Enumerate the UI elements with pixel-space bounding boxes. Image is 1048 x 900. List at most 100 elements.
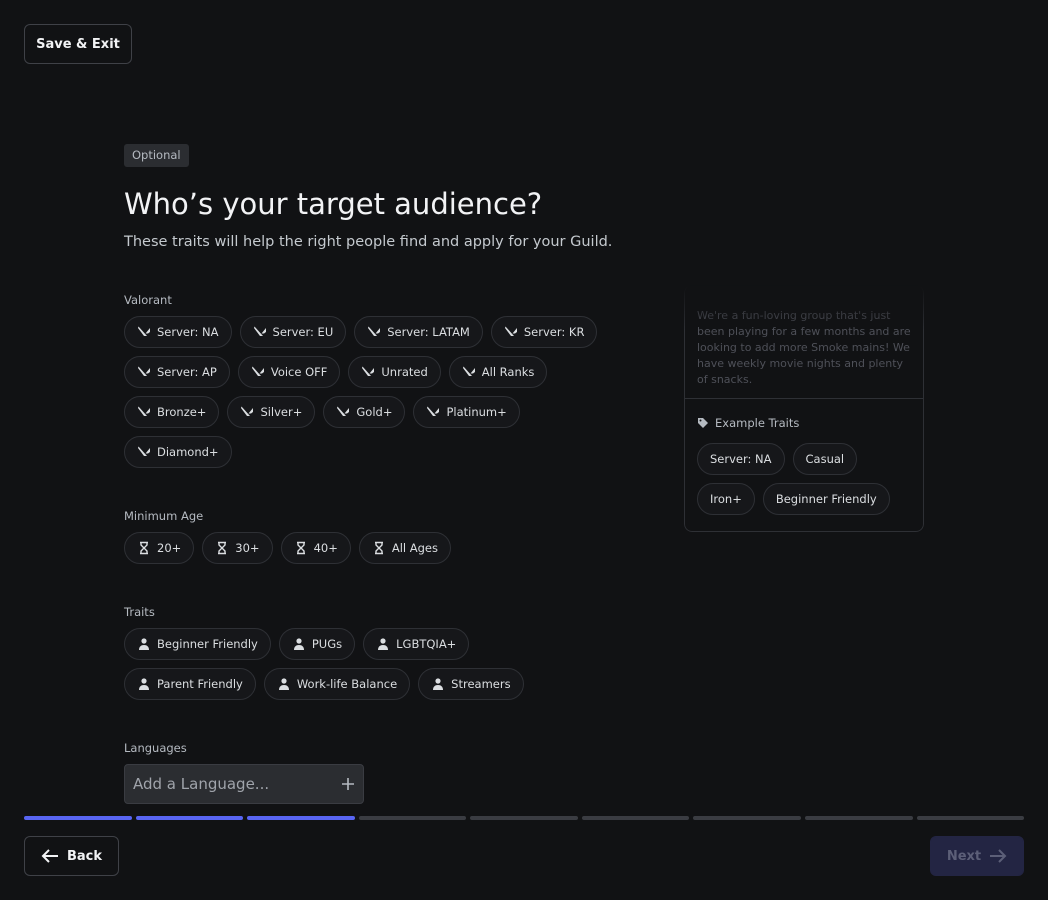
- progress-segment: [804, 816, 913, 820]
- trait-chip[interactable]: Gold+: [323, 396, 406, 428]
- section-label: Traits: [124, 605, 155, 619]
- trait-chip[interactable]: Silver+: [227, 396, 316, 428]
- trait-chip[interactable]: LGBTQIA+: [363, 628, 470, 660]
- progress-segment: [135, 816, 244, 820]
- chip-label: All Ages: [391, 541, 438, 555]
- trait-chip[interactable]: Iron+: [697, 483, 755, 515]
- chip-label: LGBTQIA+: [396, 637, 457, 651]
- trait-chip[interactable]: Server: EU: [239, 316, 347, 348]
- chip-label: PUGs: [311, 637, 343, 651]
- preview-description: We're a fun-loving group that's just bee…: [685, 286, 923, 399]
- chip-list: 20+ 30+ 40+ All Ages: [124, 532, 604, 564]
- back-button[interactable]: Back: [24, 836, 119, 876]
- chip-label: 20+: [157, 541, 182, 555]
- section-label: Minimum Age: [124, 509, 204, 523]
- chip-label: 40+: [313, 541, 338, 555]
- trait-chip[interactable]: PUGs: [278, 628, 356, 660]
- chip-label: Server: LATAM: [387, 325, 470, 339]
- chip-icon: [433, 678, 444, 690]
- language-input[interactable]: Add a Language...: [124, 764, 364, 804]
- plus-icon: [342, 778, 354, 790]
- chip-label: Beginner Friendly: [775, 492, 877, 506]
- trait-chip[interactable]: Streamers: [418, 668, 524, 700]
- chip-label: Streamers: [451, 677, 511, 691]
- save-exit-button[interactable]: Save & Exit: [24, 24, 132, 64]
- back-arrow: [41, 849, 58, 863]
- chip-label: Unrated: [381, 365, 428, 379]
- preview-card: We're a fun-loving group that's just bee…: [684, 285, 924, 532]
- chip-label: Gold+: [356, 405, 393, 419]
- chip-label: Server: AP: [157, 365, 217, 379]
- trait-chip[interactable]: Casual: [792, 443, 858, 475]
- progress-segment: [24, 816, 132, 820]
- chip-icon: [374, 541, 383, 555]
- chip-icon: [139, 678, 149, 690]
- trait-chip[interactable]: Beginner Friendly: [124, 628, 271, 660]
- next-button[interactable]: Next: [930, 836, 1024, 876]
- trait-chip[interactable]: Parent Friendly: [124, 668, 256, 700]
- chip-label: Iron+: [710, 492, 742, 506]
- trait-chip[interactable]: Server: AP: [124, 356, 230, 388]
- chip-icon: [138, 406, 150, 416]
- progress-segment: [470, 816, 578, 820]
- trait-chip[interactable]: Platinum+: [413, 396, 520, 428]
- trait-chip[interactable]: Unrated: [348, 356, 441, 388]
- chip-label: Parent Friendly: [157, 677, 243, 691]
- trait-chip[interactable]: Bronze+: [124, 396, 220, 428]
- example-traits-label: Example Traits: [715, 416, 800, 430]
- tag-icon: [698, 418, 708, 428]
- optional-badge: Optional: [124, 144, 189, 167]
- chip-icon: [504, 326, 517, 336]
- trait-chip[interactable]: Voice OFF: [237, 356, 341, 388]
- trait-section: Traits Beginner Friendly PUGs LGBTQIA+ Paren…: [124, 604, 604, 700]
- trait-chip[interactable]: Server: NA: [697, 443, 785, 475]
- chip-icon: [427, 406, 440, 416]
- trait-chip[interactable]: All Ranks: [448, 356, 548, 388]
- chip-label: Diamond+: [157, 445, 219, 459]
- chip-list: Server: NA Server: EU Server: LATAM Server:…: [124, 316, 604, 468]
- chip-label: Platinum+: [446, 405, 507, 419]
- chip-icon: [138, 326, 150, 336]
- chip-label: All Ranks: [481, 365, 535, 379]
- chip-label: Server: KR: [523, 325, 585, 339]
- trait-chip[interactable]: 20+: [124, 532, 195, 564]
- chip-icon: [462, 366, 475, 376]
- chip-label: Casual: [805, 452, 845, 466]
- languages-section: Languages Add a Language...: [124, 740, 604, 804]
- example-traits: Server: NA Casual Iron+ Beginner Friendly: [697, 443, 911, 515]
- progress-bar: [24, 816, 1025, 820]
- progress-segment: [693, 816, 801, 820]
- chip-label: Work-life Balance: [296, 677, 398, 691]
- chip-icon: [138, 366, 150, 376]
- chip-icon: [362, 366, 375, 376]
- trait-chip[interactable]: Work-life Balance: [263, 668, 411, 700]
- page-title: Who’s your target audience?: [124, 187, 543, 221]
- progress-segment: [581, 816, 690, 820]
- next-label: Next: [946, 848, 982, 864]
- chip-icon: [140, 541, 148, 555]
- chip-icon: [293, 638, 304, 650]
- chip-list: Beginner Friendly PUGs LGBTQIA+ Parent Frie…: [124, 628, 604, 700]
- chip-icon: [218, 541, 227, 555]
- trait-chip[interactable]: Server: NA: [124, 316, 232, 348]
- language-placeholder: Add a Language...: [133, 775, 270, 793]
- preview-body: Example Traits Server: NA Casual Iron+ Begi…: [685, 399, 923, 531]
- back-label: Back: [66, 848, 103, 864]
- chip-label: 30+: [235, 541, 260, 555]
- trait-chip[interactable]: Beginner Friendly: [762, 483, 890, 515]
- chip-icon: [241, 406, 254, 416]
- chip-label: Voice OFF: [270, 365, 328, 379]
- section-label: Valorant: [124, 293, 172, 307]
- trait-chip[interactable]: 30+: [202, 532, 273, 564]
- chip-label: Server: NA: [157, 325, 219, 339]
- trait-sections: Valorant Server: NA Server: EU Server: LATA…: [124, 292, 604, 844]
- section-label: Languages: [124, 741, 187, 755]
- trait-chip[interactable]: Server: LATAM: [354, 316, 483, 348]
- trait-chip[interactable]: Diamond+: [124, 436, 232, 468]
- trait-chip[interactable]: Server: KR: [490, 316, 598, 348]
- trait-chip[interactable]: 40+: [280, 532, 351, 564]
- trait-chip[interactable]: All Ages: [358, 532, 451, 564]
- chip-label: Beginner Friendly: [157, 637, 258, 651]
- chip-label: Server: NA: [710, 452, 772, 466]
